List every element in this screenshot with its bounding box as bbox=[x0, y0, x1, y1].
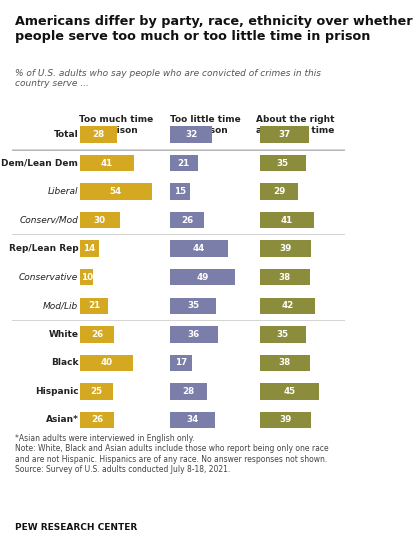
Text: 21: 21 bbox=[178, 159, 190, 167]
Text: Rep/Lean Rep: Rep/Lean Rep bbox=[9, 244, 79, 253]
Text: 21: 21 bbox=[88, 301, 100, 310]
Text: 39: 39 bbox=[279, 416, 292, 424]
FancyBboxPatch shape bbox=[170, 212, 205, 228]
Text: Conservative: Conservative bbox=[19, 273, 79, 282]
Text: 25: 25 bbox=[91, 387, 102, 396]
FancyBboxPatch shape bbox=[170, 183, 190, 200]
Text: 32: 32 bbox=[185, 130, 197, 139]
Text: 54: 54 bbox=[110, 187, 122, 196]
Text: 37: 37 bbox=[278, 130, 290, 139]
FancyBboxPatch shape bbox=[80, 355, 133, 371]
Text: 30: 30 bbox=[94, 216, 106, 225]
Text: About the right
amount of time: About the right amount of time bbox=[256, 115, 335, 135]
FancyBboxPatch shape bbox=[260, 240, 311, 257]
FancyBboxPatch shape bbox=[260, 155, 306, 171]
FancyBboxPatch shape bbox=[80, 240, 99, 257]
FancyBboxPatch shape bbox=[80, 269, 93, 285]
Text: 36: 36 bbox=[188, 330, 200, 339]
Text: 10: 10 bbox=[81, 273, 93, 282]
Text: 28: 28 bbox=[182, 387, 194, 396]
Text: Too much time
in prison: Too much time in prison bbox=[79, 115, 153, 135]
FancyBboxPatch shape bbox=[170, 326, 218, 343]
Text: 35: 35 bbox=[277, 159, 289, 167]
FancyBboxPatch shape bbox=[260, 355, 310, 371]
Text: 26: 26 bbox=[181, 216, 193, 225]
FancyBboxPatch shape bbox=[80, 326, 115, 343]
FancyBboxPatch shape bbox=[260, 412, 311, 428]
FancyBboxPatch shape bbox=[80, 126, 117, 143]
Text: 26: 26 bbox=[91, 416, 103, 424]
Text: 40: 40 bbox=[100, 358, 113, 367]
Text: 26: 26 bbox=[91, 330, 103, 339]
FancyBboxPatch shape bbox=[260, 183, 298, 200]
FancyBboxPatch shape bbox=[170, 126, 212, 143]
Text: 45: 45 bbox=[284, 387, 296, 396]
Text: 35: 35 bbox=[187, 301, 199, 310]
Text: 38: 38 bbox=[279, 273, 291, 282]
FancyBboxPatch shape bbox=[80, 298, 108, 314]
Text: 38: 38 bbox=[279, 358, 291, 367]
Text: Americans differ by party, race, ethnicity over whether
people serve too much or: Americans differ by party, race, ethnici… bbox=[15, 15, 413, 43]
Text: Mod/Lib: Mod/Lib bbox=[43, 301, 79, 310]
FancyBboxPatch shape bbox=[80, 383, 113, 400]
Text: 35: 35 bbox=[277, 330, 289, 339]
Text: Too little time
in prison: Too little time in prison bbox=[170, 115, 241, 135]
Text: 29: 29 bbox=[273, 187, 285, 196]
Text: Asian*: Asian* bbox=[45, 416, 79, 424]
FancyBboxPatch shape bbox=[80, 412, 115, 428]
FancyBboxPatch shape bbox=[260, 126, 309, 143]
FancyBboxPatch shape bbox=[170, 240, 228, 257]
Text: Liberal: Liberal bbox=[48, 187, 79, 196]
Text: 49: 49 bbox=[196, 273, 208, 282]
Text: 44: 44 bbox=[193, 244, 205, 253]
Text: Conserv/Mod: Conserv/Mod bbox=[19, 216, 79, 225]
Text: 42: 42 bbox=[281, 301, 294, 310]
FancyBboxPatch shape bbox=[170, 298, 216, 314]
Text: 28: 28 bbox=[92, 130, 105, 139]
FancyBboxPatch shape bbox=[80, 155, 134, 171]
FancyBboxPatch shape bbox=[260, 212, 314, 228]
Text: 15: 15 bbox=[174, 187, 186, 196]
Text: 41: 41 bbox=[281, 216, 293, 225]
FancyBboxPatch shape bbox=[170, 412, 215, 428]
Text: 34: 34 bbox=[186, 416, 199, 424]
Text: Dem/Lean Dem: Dem/Lean Dem bbox=[1, 159, 79, 167]
FancyBboxPatch shape bbox=[170, 269, 235, 285]
FancyBboxPatch shape bbox=[260, 326, 306, 343]
Text: 14: 14 bbox=[83, 244, 95, 253]
Text: *Asian adults were interviewed in English only.
Note: White, Black and Asian adu: *Asian adults were interviewed in Englis… bbox=[15, 434, 329, 474]
Text: White: White bbox=[48, 330, 79, 339]
Text: Total: Total bbox=[54, 130, 79, 139]
Text: Black: Black bbox=[51, 358, 79, 367]
Text: PEW RESEARCH CENTER: PEW RESEARCH CENTER bbox=[15, 523, 137, 531]
FancyBboxPatch shape bbox=[80, 183, 152, 200]
FancyBboxPatch shape bbox=[170, 355, 192, 371]
FancyBboxPatch shape bbox=[170, 155, 198, 171]
Text: 39: 39 bbox=[279, 244, 292, 253]
Text: 17: 17 bbox=[175, 358, 187, 367]
Text: 41: 41 bbox=[101, 159, 113, 167]
Text: % of U.S. adults who say people who are convicted of crimes in this
country serv: % of U.S. adults who say people who are … bbox=[15, 69, 321, 88]
FancyBboxPatch shape bbox=[80, 212, 120, 228]
FancyBboxPatch shape bbox=[260, 269, 310, 285]
FancyBboxPatch shape bbox=[260, 298, 315, 314]
FancyBboxPatch shape bbox=[170, 383, 207, 400]
FancyBboxPatch shape bbox=[260, 383, 319, 400]
Text: Hispanic: Hispanic bbox=[35, 387, 79, 396]
